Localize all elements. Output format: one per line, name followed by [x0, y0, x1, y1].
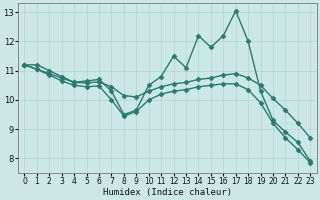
- X-axis label: Humidex (Indice chaleur): Humidex (Indice chaleur): [103, 188, 232, 197]
